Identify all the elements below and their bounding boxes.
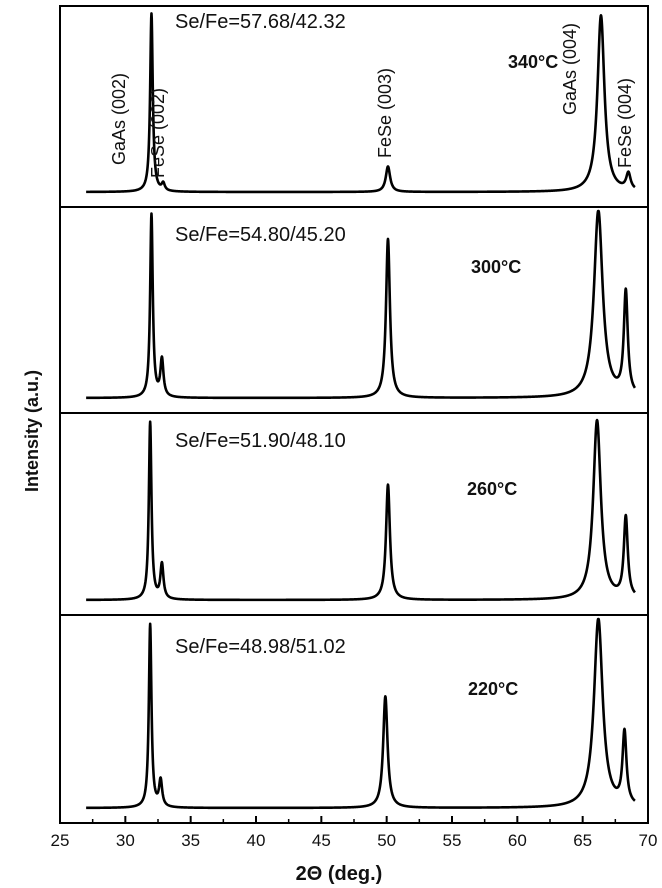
temperature-label: 300°C [471, 257, 521, 277]
x-tick-label: 25 [51, 831, 70, 850]
peak-label-gaas-004: GaAs (004) [560, 23, 580, 115]
x-axis-title: 2Θ (deg.) [296, 863, 383, 885]
diffraction-curve [85, 418, 636, 602]
x-tick-label: 30 [116, 831, 135, 850]
diffraction-curve [85, 617, 636, 810]
x-tick-label: 40 [247, 831, 266, 850]
x-tick-label: 35 [181, 831, 200, 850]
se-fe-ratio-label: Se/Fe=54.80/45.20 [175, 224, 346, 246]
diffraction-curve [85, 12, 636, 194]
panel-frame [59, 206, 649, 414]
peak-label-fese-002: FeSe (002) [148, 88, 168, 178]
peak-label-gaas-002: GaAs (002) [109, 73, 129, 165]
temperature-label: 260°C [467, 479, 517, 499]
temperature-label: 220°C [468, 679, 518, 699]
x-tick-label: 60 [508, 831, 527, 850]
x-tick-label: 65 [573, 831, 592, 850]
temperature-label: 340°C [508, 52, 558, 72]
se-fe-ratio-label: Se/Fe=57.68/42.32 [175, 11, 346, 33]
y-axis-title: Intensity (a.u.) [22, 370, 42, 492]
panel-220C: Se/Fe=48.98/51.02 220°C [59, 614, 649, 824]
diffraction-curve [85, 209, 637, 400]
x-tick-label: 70 [639, 831, 658, 850]
peak-label-fese-004: FeSe (004) [615, 78, 635, 168]
x-tick-label: 45 [312, 831, 331, 850]
panel-260C: Se/Fe=51.90/48.10 260°C [59, 412, 649, 616]
panel-300C: Se/Fe=54.80/45.20 300°C [59, 206, 649, 414]
x-tick-label: 50 [377, 831, 396, 850]
peak-label-fese-003: FeSe (003) [375, 68, 395, 158]
x-tick-label: 55 [443, 831, 462, 850]
se-fe-ratio-label: Se/Fe=48.98/51.02 [175, 636, 346, 658]
se-fe-ratio-label: Se/Fe=51.90/48.10 [175, 430, 346, 452]
